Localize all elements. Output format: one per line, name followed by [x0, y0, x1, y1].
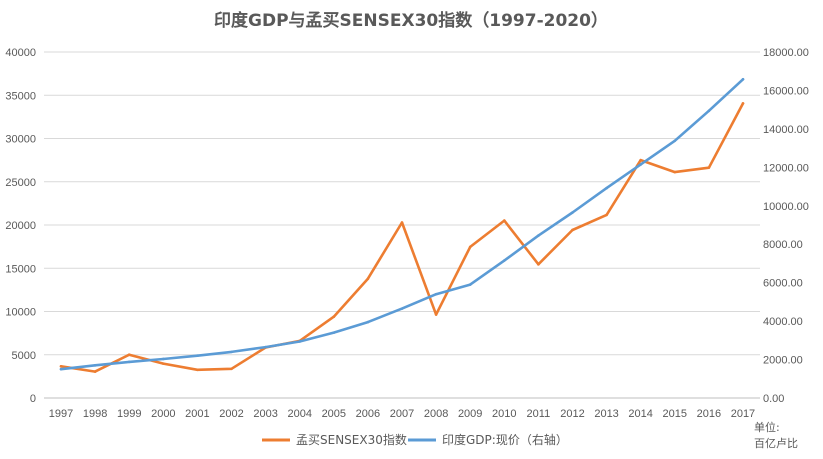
sensex-point — [93, 370, 97, 373]
sensex-point — [59, 365, 63, 368]
right-tick-label: 12000.00 — [763, 162, 809, 174]
sensex-point — [366, 277, 370, 281]
sensex-point — [571, 228, 574, 232]
sensex-point — [502, 219, 506, 222]
sensex-point — [434, 313, 438, 316]
gdp-point — [196, 354, 199, 358]
right-tick-label: 16000.00 — [763, 85, 809, 97]
right-tick-label: 14000.00 — [763, 124, 809, 136]
gdp-point — [59, 367, 63, 371]
left-tick-label: 35000 — [5, 90, 36, 102]
gdp-point — [434, 292, 438, 296]
right-tick-label: 18000.00 — [763, 47, 809, 59]
x-tick-label: 2015 — [663, 408, 687, 420]
series-line-sensex — [59, 102, 745, 373]
x-tick-label: 2013 — [594, 408, 618, 420]
x-tick-label: 2003 — [253, 408, 277, 420]
gdp-point — [93, 364, 97, 367]
x-tick-label: 1997 — [49, 408, 73, 420]
sensex-point — [162, 362, 165, 365]
gdp-point — [537, 234, 540, 237]
x-tick-label: 2005 — [322, 408, 346, 420]
x-tick-label: 2011 — [527, 408, 551, 420]
gdp-point — [468, 283, 472, 286]
left-tick-label: 40000 — [5, 47, 36, 59]
gdp-point — [707, 109, 711, 113]
sensex-point — [468, 245, 472, 249]
x-tick-label: 2014 — [628, 408, 652, 420]
left-tick-label: 5000 — [12, 350, 36, 362]
sensex-point — [196, 368, 199, 372]
x-tick-label: 2004 — [287, 408, 311, 420]
right-tick-label: 0.00 — [763, 393, 784, 405]
x-tick-label: 2017 — [731, 408, 755, 420]
gdp-point — [400, 307, 404, 310]
left-tick-label: 30000 — [5, 134, 36, 146]
gdp-point — [127, 360, 131, 364]
x-tick-label: 2000 — [151, 408, 175, 420]
sensex-point — [673, 170, 677, 174]
unit-label-line1: 单位: — [754, 420, 780, 434]
gdp-point — [366, 320, 370, 324]
x-tick-label: 2007 — [390, 408, 414, 420]
left-axis-ticks: 0 5000 10000 15000 20000 25000 30000 35000 40000 — [5, 47, 36, 405]
sensex-point — [332, 315, 336, 319]
right-tick-label: 6000.00 — [763, 278, 803, 290]
sensex-point — [741, 102, 745, 105]
x-tick-label: 1998 — [83, 408, 107, 420]
gdp-point — [741, 77, 745, 81]
gdp-point — [264, 345, 267, 349]
series-lines — [59, 77, 745, 373]
sensex-point — [707, 166, 711, 169]
left-tick-label: 10000 — [5, 307, 36, 319]
x-tick-label: 2006 — [356, 408, 380, 420]
left-tick-label: 25000 — [5, 177, 36, 189]
x-tick-label: 2012 — [560, 408, 584, 420]
x-tick-label: 2016 — [697, 408, 721, 420]
sensex-point — [400, 221, 404, 224]
sensex-point — [605, 213, 608, 217]
x-tick-label: 2002 — [219, 408, 243, 420]
x-tick-label: 2001 — [185, 408, 209, 420]
right-tick-label: 8000.00 — [763, 239, 803, 251]
gdp-point — [230, 350, 233, 354]
chart-title: 印度GDP与孟买SENSEX30指数（1997-2020） — [214, 10, 608, 31]
left-tick-label: 15000 — [5, 263, 36, 275]
unit-label-line2: 百亿卢比 — [754, 437, 798, 450]
x-tick-label: 2008 — [424, 408, 448, 420]
right-tick-label: 2000.00 — [763, 355, 803, 367]
gdp-point — [502, 259, 506, 262]
sensex-point — [127, 353, 131, 357]
right-axis-ticks: 0.00 2000.00 4000.00 6000.00 8000.00 10000.00… — [763, 47, 809, 405]
gdp-point — [673, 139, 677, 143]
gdp-point — [571, 211, 574, 214]
gdp-point — [332, 331, 336, 334]
left-tick-label: 20000 — [5, 220, 36, 232]
right-tick-label: 10000.00 — [763, 201, 809, 213]
sensex-point — [230, 367, 233, 371]
gdp-point — [162, 357, 165, 361]
legend-label-sensex: 孟买SENSEX30指数 — [296, 432, 407, 447]
legend: 孟买SENSEX30指数 印度GDP:现价（右轴） — [262, 432, 568, 447]
x-tick-label: 1999 — [117, 408, 141, 420]
sensex-point — [537, 263, 540, 266]
sensex-point — [639, 158, 642, 162]
x-tick-label: 2010 — [492, 408, 516, 420]
x-tick-label: 2009 — [458, 408, 482, 420]
right-tick-label: 4000.00 — [763, 316, 803, 328]
gdp-point — [605, 186, 608, 190]
legend-label-gdp: 印度GDP:现价（右轴） — [442, 432, 568, 447]
x-axis-ticks: 1997 1998 1999 2000 2001 2002 2003 2004 2005 2006… — [49, 408, 755, 420]
gdp-point — [298, 340, 302, 343]
gdp-point — [639, 163, 642, 166]
left-tick-label: 0 — [30, 393, 36, 405]
